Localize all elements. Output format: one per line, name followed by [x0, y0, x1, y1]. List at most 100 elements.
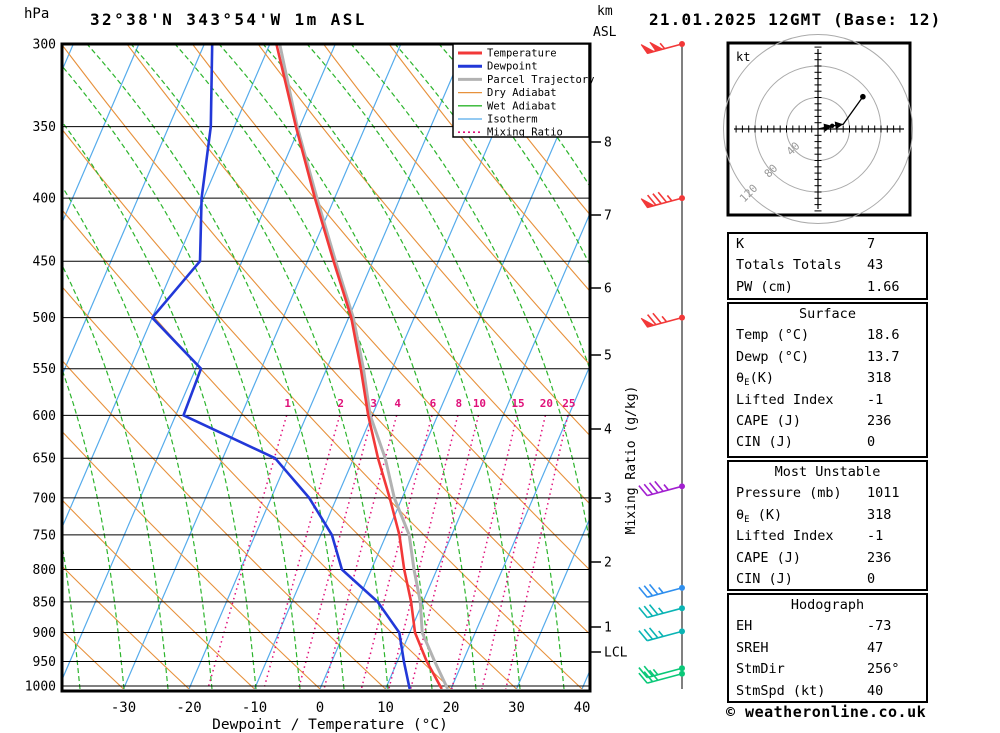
svg-text:3: 3 — [370, 397, 377, 410]
stat-value: 13.7 — [867, 348, 900, 365]
legend-label: Isotherm — [487, 114, 538, 126]
legend-label: Dry Adiabat — [487, 87, 557, 99]
svg-text:900: 900 — [33, 626, 56, 641]
stat-value: 318 — [867, 370, 892, 387]
table-row: CAPE (J) 236 — [729, 411, 926, 432]
table-row: Dewp (°C) 13.7 — [729, 347, 926, 368]
legend-label: Temperature — [487, 48, 557, 60]
plot-border — [60, 42, 592, 693]
table-row: StmSpd (kt) 40 — [729, 681, 926, 702]
wind-barb-column — [638, 41, 685, 689]
wind-barb — [640, 191, 685, 209]
svg-text:1000: 1000 — [25, 680, 56, 695]
svg-text:-30: -30 — [111, 700, 136, 716]
temperature-axis-labels: -30 -20 -10 0 10 20 30 40 — [111, 700, 591, 716]
stat-value: -1 — [867, 391, 884, 408]
page-title: 32°38'N 343°54'W 1m ASL — [90, 10, 367, 29]
indices-table: K 7 Totals Totals 43 PW (cm) 1.66 — [727, 232, 928, 300]
svg-text:2: 2 — [604, 556, 612, 571]
svg-text:750: 750 — [33, 528, 56, 543]
svg-text:550: 550 — [33, 362, 56, 377]
wind-barb — [638, 480, 685, 497]
stat-value: 1011 — [867, 485, 900, 502]
stat-label: Temp (°C) — [736, 327, 810, 344]
stat-label: Lifted Index — [736, 391, 834, 408]
table-row: Pressure (mb) 1011 — [729, 483, 926, 504]
svg-text:-20: -20 — [176, 700, 201, 716]
table-row: SREH 47 — [729, 638, 926, 659]
svg-text:3: 3 — [604, 492, 612, 507]
table-row: Temp (°C) 18.6 — [729, 325, 926, 346]
svg-text:800: 800 — [33, 563, 56, 578]
stat-value: -73 — [867, 618, 892, 635]
svg-text:6: 6 — [604, 282, 612, 297]
stat-label: SREH — [736, 639, 769, 656]
temperature-curve — [275, 44, 443, 689]
table-row: θE(K) 318 — [729, 368, 926, 389]
svg-text:15: 15 — [511, 397, 524, 410]
svg-text:4: 4 — [604, 423, 612, 438]
most-unstable-table: Most Unstable Pressure (mb) 1011 θE (K) 318 L… — [727, 460, 928, 591]
svg-text:950: 950 — [33, 655, 56, 670]
dewpoint-curve — [150, 44, 411, 689]
stat-label: StmSpd (kt) — [736, 682, 826, 699]
legend-label: Mixing Ratio — [487, 127, 563, 139]
svg-text:650: 650 — [33, 452, 56, 467]
hodograph-table: Hodograph EH -73 SREH 47 StmDir 256° StmSpd (kt… — [727, 593, 928, 703]
svg-text:40: 40 — [574, 700, 591, 716]
stat-value: 256° — [867, 661, 900, 678]
stat-label: Dewp (°C) — [736, 348, 810, 365]
svg-text:8: 8 — [456, 397, 463, 410]
wind-barb — [638, 665, 685, 679]
table-row: EH -73 — [729, 616, 926, 637]
stat-label: Totals Totals — [736, 257, 842, 274]
svg-text:500: 500 — [33, 311, 56, 326]
wind-barb — [638, 627, 685, 642]
table-row: Lifted Index -1 — [729, 526, 926, 547]
svg-text:300: 300 — [33, 38, 56, 53]
stat-label: θE (K) — [736, 506, 783, 525]
wind-barb — [638, 583, 685, 598]
mixing-ratio-lines — [207, 415, 569, 689]
stat-value: 1.66 — [867, 278, 900, 295]
table-row: Totals Totals 43 — [729, 255, 926, 276]
mixing-ratio-labels: 1 2 3 4 6 8 10 15 20 25 — [284, 397, 575, 410]
wet-adiabats — [62, 44, 590, 689]
stat-label: CAPE (J) — [736, 412, 802, 429]
stat-value: 236 — [867, 549, 892, 566]
table-row: CIN (J) 0 — [729, 432, 926, 453]
svg-text:450: 450 — [33, 255, 56, 270]
svg-text:LCL: LCL — [604, 646, 628, 661]
svg-text:5: 5 — [604, 349, 612, 364]
stat-value: 40 — [867, 682, 884, 699]
wind-barb — [640, 41, 685, 55]
pressure-axis-labels: 300 350 400 450 500 550 600 650 700 750 800 850 900 9… — [25, 38, 56, 695]
stat-value: 43 — [867, 257, 884, 274]
run-date-label: 21.01.2025 12GMT (Base: 12) — [649, 10, 942, 29]
table-row: θE (K) 318 — [729, 505, 926, 526]
legend-label: Dewpoint — [487, 61, 538, 73]
svg-text:8: 8 — [604, 136, 612, 151]
isotherms — [62, 44, 590, 689]
stat-label: CIN (J) — [736, 570, 793, 587]
table-header: Surface — [799, 306, 856, 322]
hodo-unit-label: kt — [736, 50, 750, 64]
svg-text:6: 6 — [430, 397, 437, 410]
stat-label: Pressure (mb) — [736, 485, 842, 502]
svg-text:7: 7 — [604, 209, 612, 224]
legend-label: Parcel Trajectory — [487, 74, 594, 86]
svg-text:0: 0 — [316, 700, 324, 716]
stat-value: 47 — [867, 639, 884, 656]
surface-table: Surface Temp (°C) 18.6 Dewp (°C) 13.7 θE(K) 31… — [727, 302, 928, 458]
table-row: PW (cm) 1.66 — [729, 277, 926, 298]
wind-barb — [638, 604, 685, 619]
stat-value: 0 — [867, 434, 876, 451]
stat-label: EH — [736, 618, 753, 635]
table-row: CAPE (J) 236 — [729, 548, 926, 569]
svg-text:10: 10 — [377, 700, 394, 716]
